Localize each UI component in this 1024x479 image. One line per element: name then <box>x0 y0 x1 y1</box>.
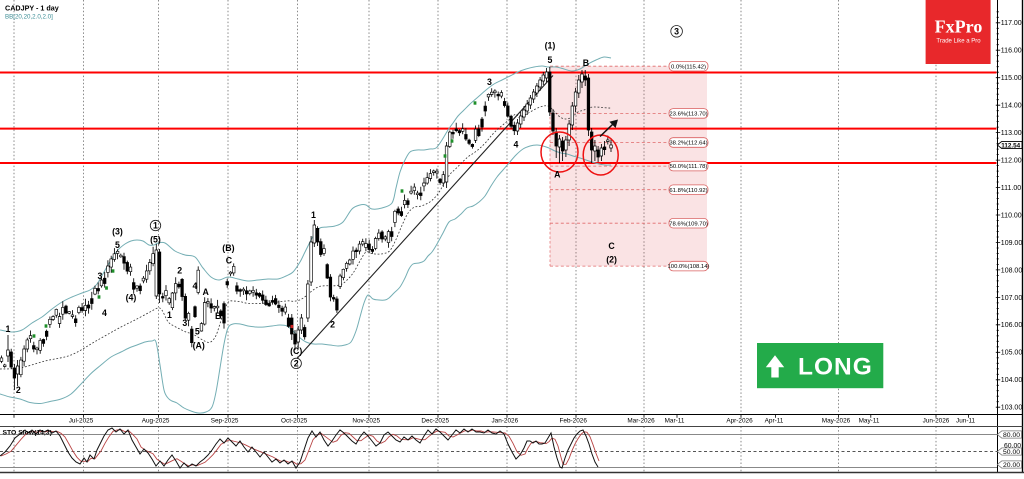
svg-text:May-11: May-11 <box>859 418 880 425</box>
svg-text:LONG: LONG <box>798 354 873 381</box>
svg-text:50.00: 50.00 <box>1003 449 1020 456</box>
svg-text:60.00: 60.00 <box>1004 443 1021 450</box>
svg-text:78.6%(109.70): 78.6%(109.70) <box>669 221 708 227</box>
svg-text:B: B <box>215 311 221 321</box>
svg-text:113.00: 113.00 <box>1001 130 1022 137</box>
svg-text:116.00: 116.00 <box>1001 48 1022 55</box>
svg-text:Mar-2026: Mar-2026 <box>627 418 655 425</box>
svg-text:2: 2 <box>177 266 182 276</box>
svg-text:Jun-2026: Jun-2026 <box>923 418 950 425</box>
svg-text:103.00: 103.00 <box>1001 405 1023 412</box>
svg-text:(5): (5) <box>150 235 161 245</box>
svg-text:Jun-11: Jun-11 <box>956 418 976 425</box>
svg-text:107.00: 107.00 <box>1001 295 1023 302</box>
svg-text:May-2026: May-2026 <box>822 418 851 425</box>
svg-text:1: 1 <box>6 324 11 334</box>
svg-text:(3): (3) <box>112 227 123 237</box>
svg-text:3: 3 <box>182 318 187 328</box>
svg-text:B: B <box>583 58 589 68</box>
svg-text:STO Slow(14,3): STO Slow(14,3) <box>3 430 52 437</box>
svg-text:50.0%(111.78): 50.0%(111.78) <box>670 164 708 170</box>
svg-text:2: 2 <box>16 385 21 395</box>
svg-text:100.0%(108.14): 100.0%(108.14) <box>668 264 710 270</box>
svg-text:20.00: 20.00 <box>1003 462 1020 469</box>
svg-text:Aug-2025: Aug-2025 <box>142 418 170 425</box>
svg-text:105.00: 105.00 <box>1001 350 1023 357</box>
svg-text:A: A <box>554 169 561 179</box>
svg-text:1: 1 <box>153 221 158 231</box>
svg-text:Apr-2026: Apr-2026 <box>726 418 753 425</box>
svg-text:2: 2 <box>294 359 299 369</box>
svg-text:38.2%(112.64): 38.2%(112.64) <box>669 141 707 147</box>
svg-text:A: A <box>203 287 210 297</box>
svg-text:5: 5 <box>115 240 120 250</box>
svg-text:(1): (1) <box>545 41 556 51</box>
svg-text:FxPro: FxPro <box>935 17 983 37</box>
svg-text:Apr-11: Apr-11 <box>765 418 784 425</box>
svg-text:112.54: 112.54 <box>1001 143 1020 150</box>
svg-text:0.0%(115.42): 0.0%(115.42) <box>671 64 706 70</box>
svg-text:5: 5 <box>195 327 200 337</box>
svg-text:111.00: 111.00 <box>1001 185 1021 192</box>
svg-text:Feb-2026: Feb-2026 <box>560 418 588 425</box>
svg-text:117.00: 117.00 <box>1001 20 1022 27</box>
svg-text:Jan-2026: Jan-2026 <box>491 418 518 425</box>
svg-text:CADJPY - 1 day: CADJPY - 1 day <box>5 4 59 13</box>
svg-text:3: 3 <box>674 27 679 37</box>
svg-text:61.8%(110.92): 61.8%(110.92) <box>669 188 707 194</box>
svg-text:Trade Like a Pro: Trade Like a Pro <box>936 39 981 45</box>
svg-text:Mar-11: Mar-11 <box>665 418 685 425</box>
svg-text:80.00: 80.00 <box>1003 432 1020 439</box>
svg-text:108.00: 108.00 <box>1001 267 1023 274</box>
svg-text:BB[20,20,2.0,2.0]: BB[20,20,2.0,2.0] <box>5 14 53 21</box>
svg-text:104.00: 104.00 <box>1001 377 1023 384</box>
svg-text:5: 5 <box>548 55 553 65</box>
svg-text:3: 3 <box>487 77 492 87</box>
svg-text:109.00: 109.00 <box>1001 240 1023 247</box>
svg-text:110.00: 110.00 <box>1001 212 1022 219</box>
svg-text:1: 1 <box>167 310 172 320</box>
svg-text:(B): (B) <box>222 243 234 253</box>
svg-text:(A): (A) <box>193 340 205 350</box>
svg-text:(2): (2) <box>606 255 617 265</box>
svg-text:4: 4 <box>102 308 107 318</box>
svg-text:112.00: 112.00 <box>1001 158 1022 165</box>
svg-text:106.00: 106.00 <box>1001 322 1023 329</box>
svg-text:Nov-2025: Nov-2025 <box>352 418 380 425</box>
svg-text:4: 4 <box>193 281 198 291</box>
svg-text:Jul-2025: Jul-2025 <box>69 418 94 425</box>
svg-text:C: C <box>608 241 615 251</box>
svg-text:C: C <box>226 255 233 265</box>
svg-text:(C): (C) <box>290 346 302 356</box>
svg-text:Oct-2025: Oct-2025 <box>281 418 308 425</box>
svg-text:114.00: 114.00 <box>1001 103 1022 110</box>
svg-text:Dec-2025: Dec-2025 <box>421 418 449 425</box>
svg-text:1: 1 <box>311 210 316 220</box>
svg-text:4: 4 <box>514 140 519 150</box>
svg-text:3: 3 <box>98 271 103 281</box>
svg-text:2: 2 <box>330 320 335 330</box>
svg-text:Sep-2025: Sep-2025 <box>211 418 239 425</box>
svg-text:23.6%(113.70): 23.6%(113.70) <box>669 112 707 118</box>
svg-text:115.00: 115.00 <box>1001 75 1022 82</box>
svg-text:(4): (4) <box>126 293 137 303</box>
